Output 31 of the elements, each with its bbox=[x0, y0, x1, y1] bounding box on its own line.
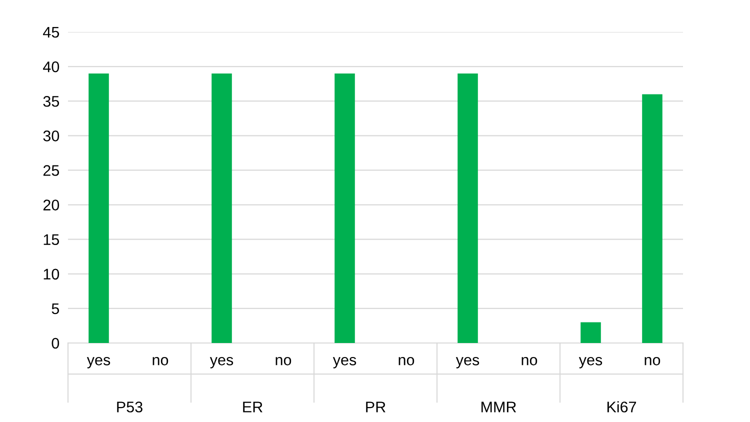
x-tick-label: no bbox=[644, 356, 660, 366]
x-tick-label: yes bbox=[456, 356, 480, 368]
y-tick-label: 35 bbox=[43, 96, 60, 107]
x-tick-label: yes bbox=[578, 356, 602, 368]
x-tick-label: no bbox=[152, 356, 168, 366]
y-tick-label: 25 bbox=[43, 165, 60, 176]
y-tick-label: 20 bbox=[43, 200, 60, 210]
text: PR bbox=[366, 402, 386, 412]
y-tick-label: 0 bbox=[52, 338, 60, 349]
y-tick-label: 30 bbox=[43, 130, 60, 142]
text: Ki67 bbox=[607, 401, 636, 412]
y-tick-label: 15 bbox=[44, 234, 60, 246]
text: P53 bbox=[117, 402, 142, 412]
bar bbox=[88, 73, 109, 343]
text: ER bbox=[243, 402, 262, 412]
bar bbox=[212, 73, 232, 343]
x-tick-label: yes bbox=[332, 356, 356, 368]
x-tick-label: no bbox=[276, 356, 292, 366]
bar bbox=[458, 73, 478, 343]
bar bbox=[580, 322, 601, 343]
y-tick-label: 5 bbox=[52, 303, 60, 314]
x-tick-label: no bbox=[398, 356, 414, 366]
x-tick-label: no bbox=[522, 356, 538, 366]
y-tick-label: 40 bbox=[43, 61, 60, 72]
y-tick-label: 10 bbox=[44, 268, 60, 280]
x-tick-label: yes bbox=[210, 356, 234, 368]
x-tick-label: yes bbox=[86, 356, 110, 368]
bar bbox=[642, 94, 662, 343]
y-tick-label: 45 bbox=[43, 27, 60, 38]
text: MMR bbox=[482, 402, 516, 412]
bar bbox=[334, 73, 355, 343]
